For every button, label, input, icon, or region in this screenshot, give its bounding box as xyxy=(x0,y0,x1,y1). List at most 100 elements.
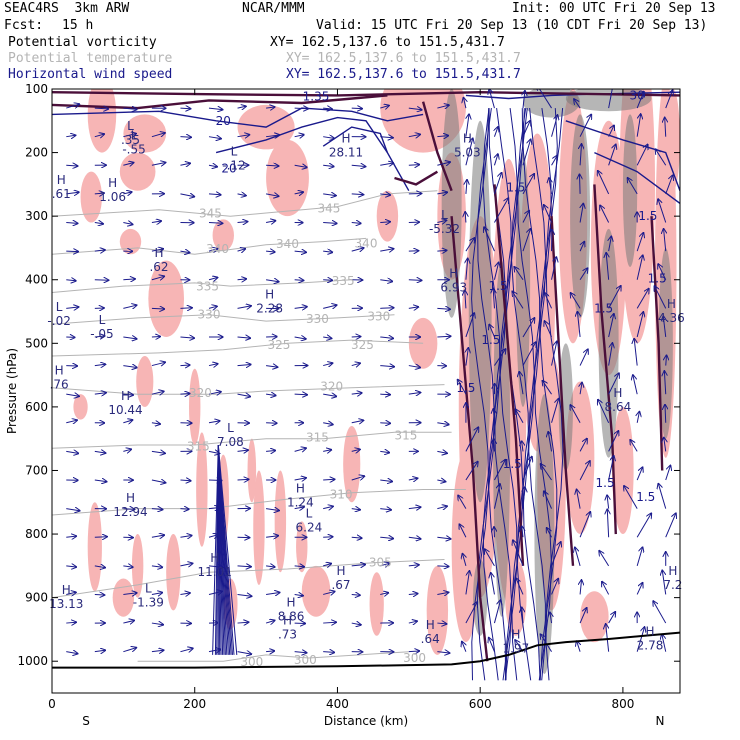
wind-speed-contour xyxy=(52,107,424,128)
pv-extremum-marker: H xyxy=(57,173,66,187)
wind-arrow xyxy=(485,549,495,567)
wind-arrow xyxy=(437,308,450,309)
pv-extremum-marker: H xyxy=(646,624,655,638)
wind-arrow xyxy=(323,652,334,653)
pv-extremum-value: 2.28 xyxy=(256,301,283,315)
pv-shading xyxy=(119,228,142,255)
x-tick-label: 400 xyxy=(326,697,349,711)
wind-arrow xyxy=(408,651,419,652)
wind-arrow xyxy=(294,652,307,653)
y-tick-label: 800 xyxy=(25,527,48,541)
terrain-line xyxy=(52,631,680,669)
pv-extremum-value: .67 xyxy=(331,578,350,592)
wind-arrow xyxy=(408,307,418,308)
wind-arrow xyxy=(266,107,274,108)
wind-arrow xyxy=(636,114,641,137)
wind-arrow xyxy=(664,371,665,395)
theta-label: 335 xyxy=(196,280,219,294)
pv-contour xyxy=(421,101,453,192)
wind-arrow xyxy=(522,229,531,252)
wind-arrow xyxy=(547,528,552,538)
wind-arrow xyxy=(544,491,553,509)
wind-arrow xyxy=(294,566,304,567)
wind-arrow xyxy=(294,192,303,194)
wind-arrow xyxy=(94,480,107,482)
wind-arrow xyxy=(351,594,360,595)
pv-extremum-value: 1.24 xyxy=(287,495,314,509)
wind-arrow xyxy=(323,479,334,480)
wind-arrow xyxy=(294,448,306,451)
wind-arrow xyxy=(658,199,667,223)
wind-arrow xyxy=(637,412,639,423)
wind-arrow xyxy=(608,373,619,395)
wind-arrow xyxy=(664,438,666,452)
pv-extremum-marker: H xyxy=(108,176,117,190)
wind-arrow xyxy=(665,90,673,109)
pv-extremum-value: 12.94 xyxy=(113,505,147,519)
wind-arrow xyxy=(437,105,448,108)
wind-arrow xyxy=(408,165,419,166)
pv-contour xyxy=(550,216,575,566)
theta-label: 305 xyxy=(369,556,392,570)
wind-arrow xyxy=(551,115,558,137)
wind-arrow xyxy=(634,339,637,366)
wind-arrow xyxy=(636,514,651,538)
wind-arrow xyxy=(600,206,610,223)
wind-speed-contour xyxy=(539,108,558,681)
wind-arrow xyxy=(151,566,162,567)
wind-arrow xyxy=(266,651,274,652)
field-theta-xy: XY= 162.5,137.6 to 151.5,431.7 xyxy=(286,51,521,66)
wind-arrow xyxy=(522,608,523,624)
pv-extremum-value: 28.11 xyxy=(329,146,363,160)
wind-arrow xyxy=(577,641,580,652)
wind-speed-label: 1.5 xyxy=(456,381,475,395)
pv-shading xyxy=(196,432,208,547)
pv-extremum-marker: L xyxy=(99,313,106,327)
wind-arrow xyxy=(151,249,163,251)
wind-arrow xyxy=(465,571,469,595)
wind-arrow xyxy=(458,380,467,395)
wind-arrow xyxy=(180,308,191,309)
wind-arrow xyxy=(466,114,469,137)
pv-extremum-marker: L xyxy=(145,582,152,596)
wind-arrow xyxy=(608,314,614,338)
wind-arrow xyxy=(208,108,222,110)
wind-arrow xyxy=(408,507,421,509)
wind-arrow xyxy=(551,399,559,423)
y-tick-label: 100 xyxy=(25,82,48,96)
pv-shading xyxy=(119,152,156,191)
wind-arrow xyxy=(494,349,505,366)
wind-arrow xyxy=(516,409,524,424)
pv-extremum-marker: L xyxy=(231,144,238,158)
wind-arrow xyxy=(237,394,251,396)
wind-arrow xyxy=(123,108,136,109)
wind-arrow xyxy=(571,293,581,309)
wind-arrow xyxy=(151,650,164,651)
pv-contour xyxy=(394,170,439,186)
wind-arrow xyxy=(437,652,449,653)
wind-arrow xyxy=(237,249,246,251)
wind-arrow xyxy=(66,509,79,511)
pv-high-region xyxy=(658,247,673,439)
pv-shading xyxy=(131,534,144,598)
wind-arrow xyxy=(437,537,450,539)
wind-arrow xyxy=(624,486,638,509)
pv-extremum-marker: H xyxy=(613,386,622,400)
wind-arrow xyxy=(323,564,331,566)
wind-arrow xyxy=(437,250,446,251)
wind-arrow xyxy=(466,259,468,280)
wind-arrow xyxy=(580,242,584,252)
wind-arrow xyxy=(323,363,332,365)
wind-arrow xyxy=(323,280,332,281)
y-axis-title: Pressure (hPa) xyxy=(5,348,19,434)
wind-arrow xyxy=(580,204,583,223)
wind-arrow xyxy=(323,622,336,623)
wind-arrow xyxy=(94,250,105,251)
wind-arrow xyxy=(580,175,581,194)
wind-arrow xyxy=(494,154,497,166)
wind-arrow xyxy=(408,594,418,595)
wind-arrow xyxy=(151,221,161,223)
wind-arrow xyxy=(636,547,642,566)
theta-label: 325 xyxy=(351,338,374,352)
